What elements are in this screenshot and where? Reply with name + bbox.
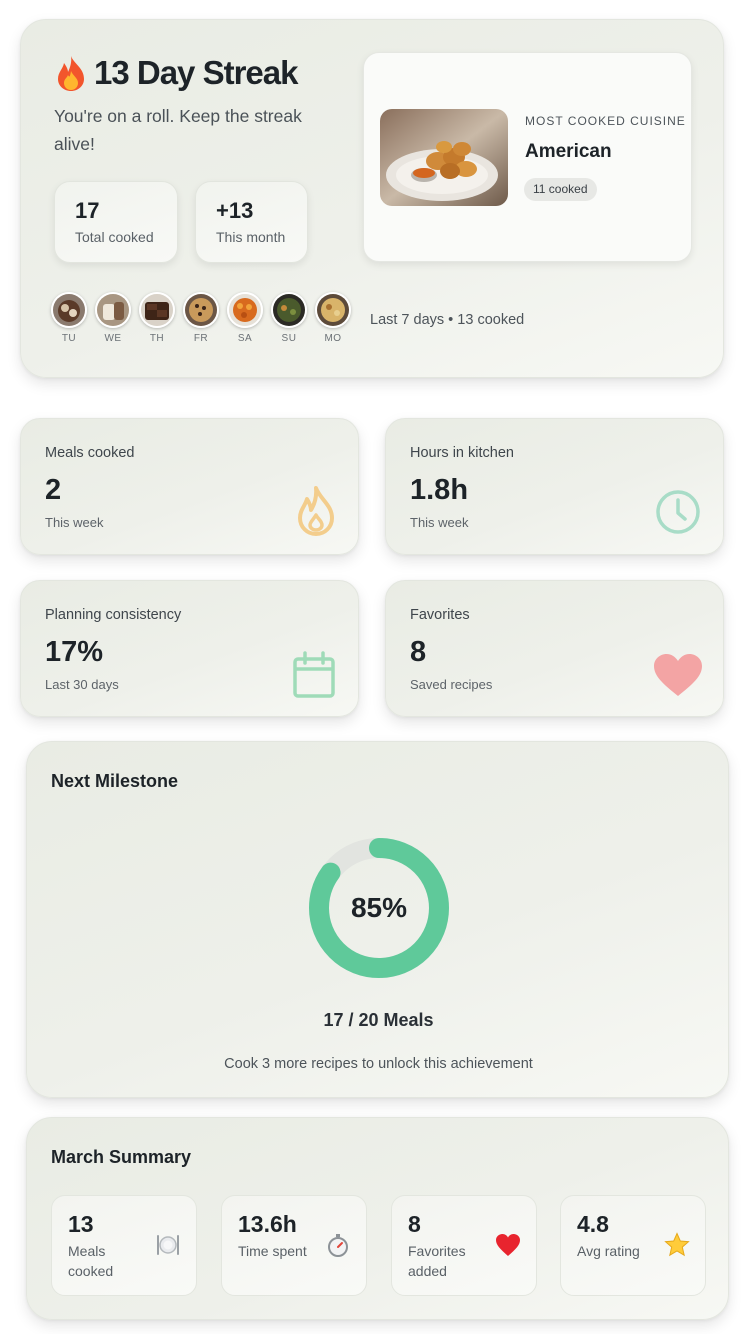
day-label: WE xyxy=(104,333,122,344)
heart-icon xyxy=(496,1234,520,1256)
chicken-nuggets-photo xyxy=(380,109,508,206)
metric-title: Planning consistency xyxy=(45,607,182,623)
day-label: TH xyxy=(149,333,165,344)
march-summary-card: March Summary 13 Meals cooked 13.6h Time… xyxy=(26,1117,729,1320)
day-item[interactable]: SA xyxy=(227,292,263,344)
summary-title: March Summary xyxy=(51,1147,192,1167)
milestone-title: Next Milestone xyxy=(51,771,179,791)
most-cooked-cuisine-card[interactable]: MOST COOKED CUISINE American 11 cooked xyxy=(363,52,692,262)
cuisine-kicker: MOST COOKED CUISINE xyxy=(525,114,686,128)
favorites-card[interactable]: Favorites 8 Saved recipes xyxy=(385,580,724,717)
summary-value: 13.6h xyxy=(238,1211,297,1237)
total-cooked-stat: 17 Total cooked xyxy=(54,181,178,263)
dessert-photo xyxy=(51,292,87,328)
day-label: TU xyxy=(61,333,77,344)
summary-value: 8 xyxy=(408,1211,421,1237)
summary-value: 13 xyxy=(68,1211,94,1237)
fire-emoji-icon xyxy=(58,56,84,91)
metric-subtitle: Last 30 days xyxy=(45,677,119,692)
summary-time-spent: 13.6h Time spent xyxy=(221,1195,367,1296)
cuisine-count-badge: 11 cooked xyxy=(524,178,597,201)
planning-consistency-card[interactable]: Planning consistency 17% Last 30 days xyxy=(20,580,359,717)
brownie-photo xyxy=(139,292,175,328)
metric-title: Meals cooked xyxy=(45,445,135,461)
summary-label: Time spent xyxy=(238,1243,307,1259)
streak-title: 13 Day Streak xyxy=(54,54,298,92)
metric-subtitle: Saved recipes xyxy=(410,677,493,692)
noodle-photo xyxy=(315,292,351,328)
summary-favorites-added: 8 Favorites added xyxy=(391,1195,537,1296)
cookie-photo xyxy=(183,292,219,328)
heart-icon xyxy=(654,654,702,696)
this-month-label: This month xyxy=(216,229,286,245)
metric-subtitle: This week xyxy=(410,515,469,530)
star-icon xyxy=(664,1232,690,1257)
metric-title: Hours in kitchen xyxy=(410,445,514,461)
cuisine-name: American xyxy=(525,141,612,162)
hours-in-kitchen-card[interactable]: Hours in kitchen 1.8h This week xyxy=(385,418,724,555)
metric-title: Favorites xyxy=(410,607,470,623)
calendar-icon xyxy=(293,651,335,698)
day-item[interactable]: FR xyxy=(183,292,219,344)
clock-icon xyxy=(656,490,700,534)
summary-avg-rating: 4.8 Avg rating xyxy=(560,1195,706,1296)
streak-card: 13 Day Streak You're on a roll. Keep the… xyxy=(20,19,724,378)
flame-icon xyxy=(298,486,334,536)
day-label: MO xyxy=(324,333,342,344)
day-label: SA xyxy=(237,333,253,344)
this-month-value: +13 xyxy=(216,198,254,223)
summary-label: Avg rating xyxy=(577,1243,640,1259)
last-7-days-caption: Last 7 days • 13 cooked xyxy=(370,312,525,328)
pasta-photo xyxy=(227,292,263,328)
day-label: SU xyxy=(281,333,297,344)
metric-subtitle: This week xyxy=(45,515,104,530)
metric-value: 8 xyxy=(410,636,427,668)
last-7-days-strip: TU WE TH FR SA xyxy=(51,292,351,344)
day-item[interactable]: MO xyxy=(315,292,351,344)
streak-title-text: 13 Day Streak xyxy=(94,54,298,91)
streak-subtitle: You're on a roll. Keep the streak alive! xyxy=(54,106,302,154)
milestone-hint: Cook 3 more recipes to unlock this achie… xyxy=(224,1056,533,1072)
plate-icon xyxy=(157,1235,179,1255)
total-cooked-label: Total cooked xyxy=(75,229,154,245)
greens-photo xyxy=(271,292,307,328)
metric-value: 1.8h xyxy=(410,474,469,506)
day-label: FR xyxy=(193,333,209,344)
day-item[interactable]: SU xyxy=(271,292,307,344)
meals-cooked-card[interactable]: Meals cooked 2 This week xyxy=(20,418,359,555)
day-item[interactable]: TH xyxy=(139,292,175,344)
stopwatch-icon xyxy=(328,1234,348,1257)
summary-value: 4.8 xyxy=(577,1211,609,1237)
this-month-stat: +13 This month xyxy=(195,181,308,263)
day-item[interactable]: TU xyxy=(51,292,87,344)
ring-fill xyxy=(309,838,449,978)
summary-meals-cooked: 13 Meals cooked xyxy=(51,1195,197,1296)
summary-label: Favorites added xyxy=(408,1243,466,1279)
metric-value: 2 xyxy=(45,474,62,506)
metric-value: 17% xyxy=(45,636,104,668)
drink-photo xyxy=(95,292,131,328)
milestone-count: 17 / 20 Meals xyxy=(323,1010,434,1030)
milestone-progress-ring xyxy=(309,838,449,978)
total-cooked-value: 17 xyxy=(75,198,100,223)
milestone-percent: 85% xyxy=(350,892,408,923)
summary-label: Meals cooked xyxy=(68,1243,114,1279)
next-milestone-card: Next Milestone 85% 17 / 20 Meals Cook 3 … xyxy=(26,741,729,1098)
day-item[interactable]: WE xyxy=(95,292,131,344)
